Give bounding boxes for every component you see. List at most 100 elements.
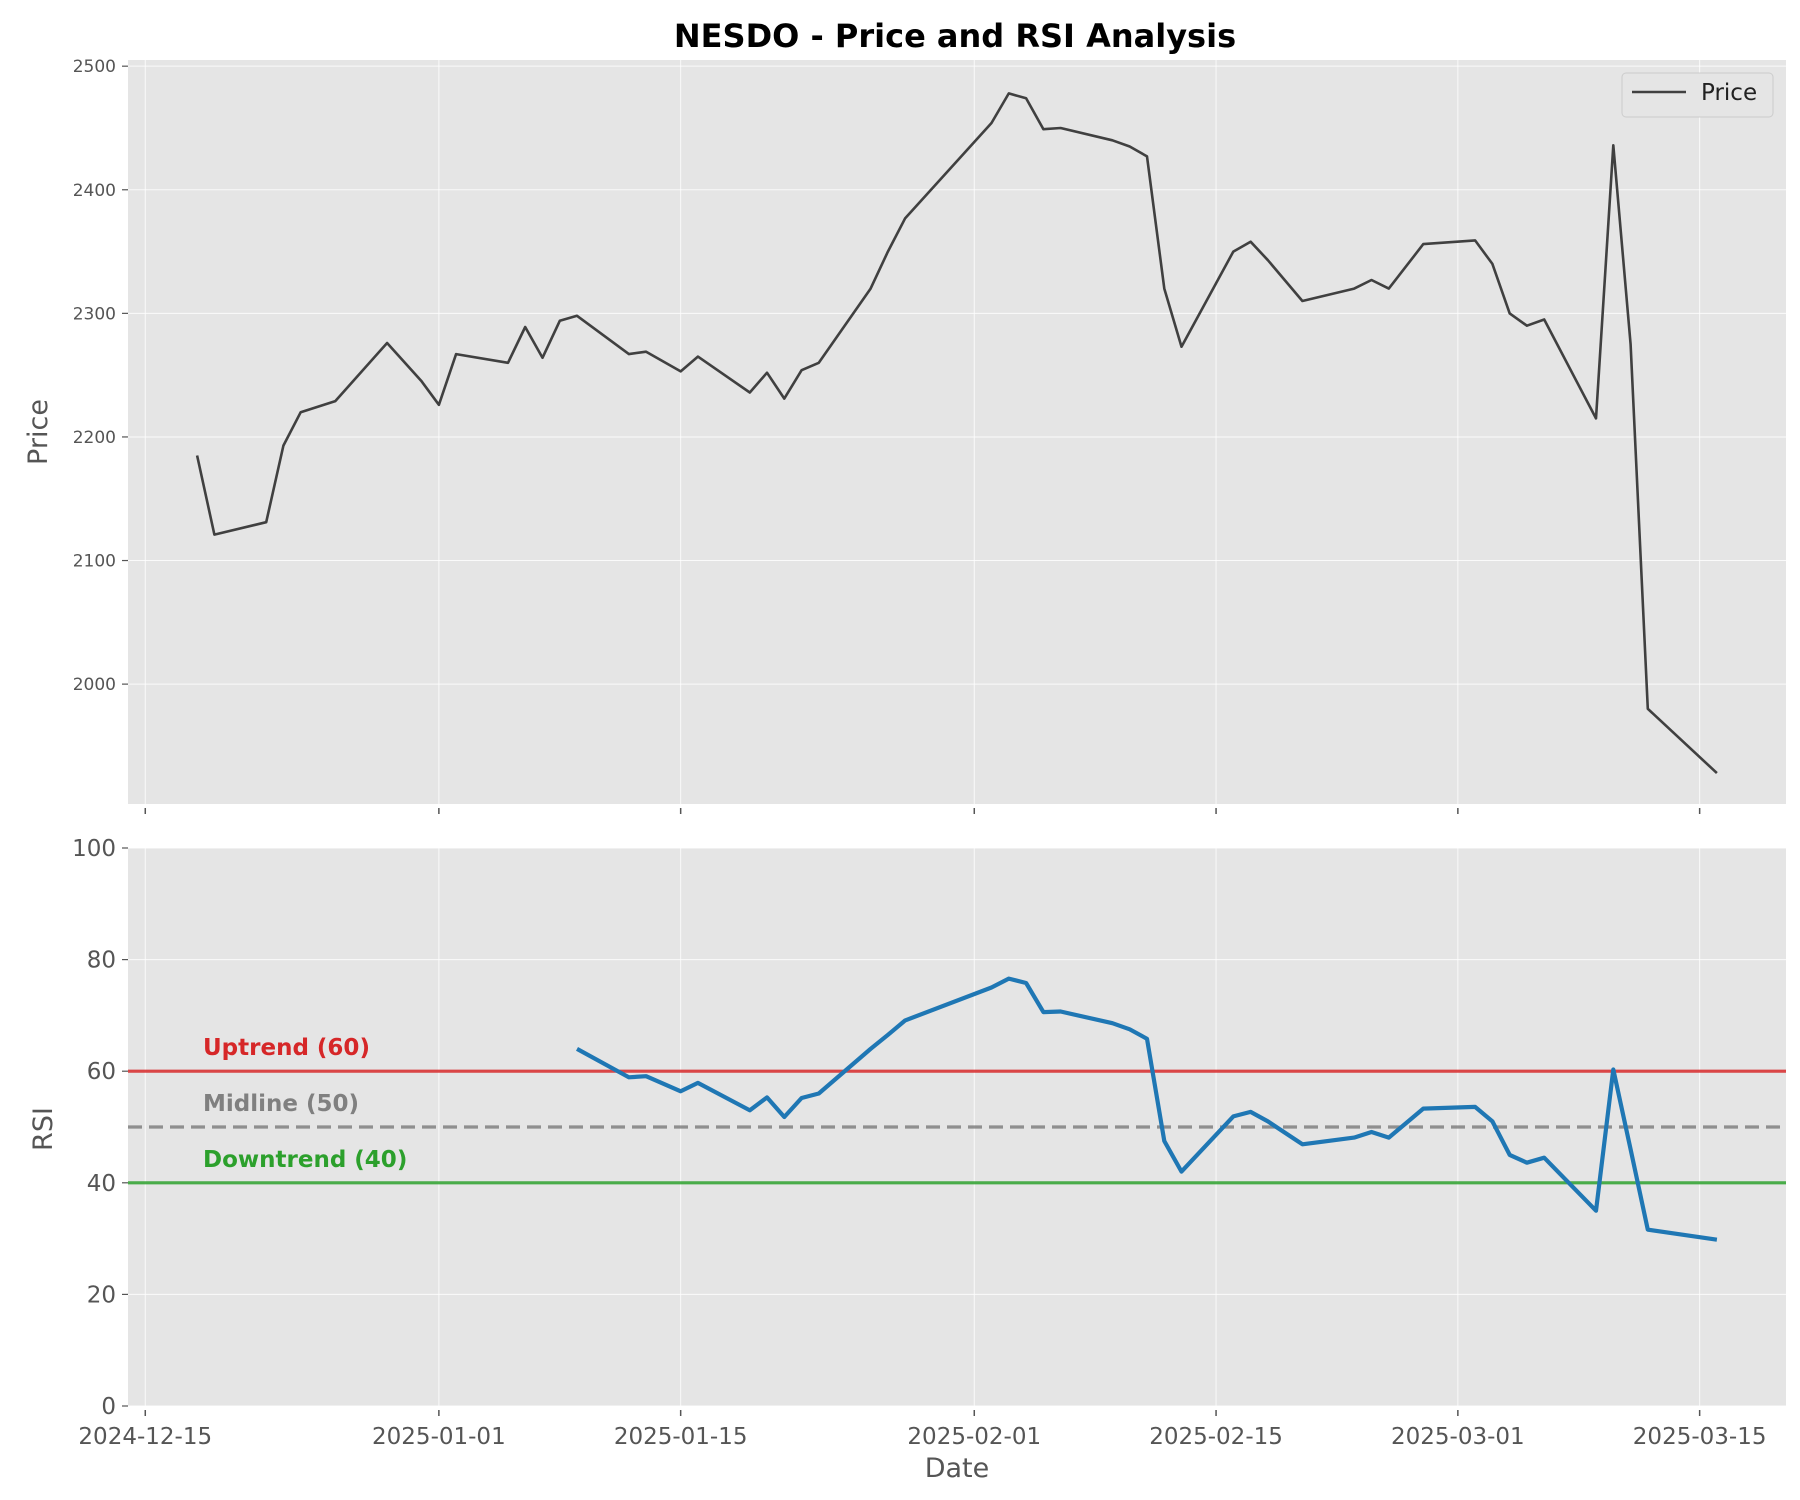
y-tick-label: 2100 [73, 552, 116, 572]
rsi-point [1423, 1108, 1424, 1109]
rsi-point [697, 1082, 698, 1083]
rsi-point [887, 1034, 888, 1035]
price-point [197, 455, 198, 456]
rsi-point [1388, 1137, 1389, 1138]
rsi-point [1060, 1011, 1061, 1012]
y-tick-label: 100 [72, 836, 116, 862]
rsi-point [1112, 1023, 1113, 1024]
rsi-point [1302, 1144, 1303, 1145]
x-tick-label: 2025-01-15 [614, 1424, 748, 1450]
y-tick-label: 2400 [73, 181, 116, 201]
legend-box [1621, 72, 1774, 118]
y-tick-label: 2500 [73, 57, 116, 77]
x-tick-label: 2025-02-01 [907, 1424, 1041, 1450]
price-point [1008, 93, 1009, 94]
rsi-line [575, 976, 1718, 1242]
y-tick-label: 40 [87, 1171, 116, 1197]
price-point [456, 354, 457, 355]
rsi-point [905, 1020, 906, 1021]
rsi-point [577, 1048, 578, 1049]
price-point [801, 370, 802, 371]
price-point [1250, 241, 1251, 242]
rsi-point [1164, 1140, 1165, 1141]
reference-line-label: Midline (50) [203, 1091, 359, 1117]
y-tick-label: 2200 [73, 428, 116, 448]
price-point [1630, 344, 1631, 345]
rsi-point [1716, 1239, 1717, 1240]
rsi-y-axis-label: RSI [28, 1107, 59, 1151]
rsi-reference-lines: Uptrend (60) Midline (50) Downtrend (40) [128, 1035, 1786, 1185]
rsi-point [1630, 1149, 1631, 1150]
rsi-point [1267, 1121, 1268, 1122]
rsi-point [1596, 1210, 1597, 1211]
price-x-ticks [144, 808, 1701, 814]
price-point [1043, 129, 1044, 130]
price-point [1526, 325, 1527, 326]
price-point [214, 534, 215, 535]
rsi-point [1181, 1171, 1182, 1172]
price-point [1647, 708, 1648, 709]
price-point [1146, 156, 1147, 157]
y-tick-label: 2300 [73, 304, 116, 324]
price-point [1026, 98, 1027, 99]
x-axis-label: Date [925, 1453, 990, 1484]
price-point [1388, 288, 1389, 289]
rsi-point [680, 1091, 681, 1092]
legend-price-label: Price [1701, 80, 1757, 106]
price-point [818, 362, 819, 363]
rsi-point [1509, 1154, 1510, 1155]
rsi-point [1371, 1132, 1372, 1133]
price-point [1181, 346, 1182, 347]
price-point [1492, 263, 1493, 264]
x-tick-label: 2025-01-01 [372, 1424, 506, 1450]
rsi-point [1475, 1106, 1476, 1107]
rsi-point [767, 1097, 768, 1098]
reference-line-label: Downtrend (40) [203, 1147, 407, 1173]
rsi-x-ticks: 2024-12-15 2025-01-01 2025-01-15 2025-02-01… [78, 1410, 1766, 1450]
price-point [335, 401, 336, 402]
rsi-series [575, 976, 1718, 1242]
rsi-point [1250, 1111, 1251, 1112]
price-point [887, 251, 888, 252]
y-tick-label: 2000 [73, 675, 116, 695]
y-tick-label: 0 [101, 1394, 116, 1420]
price-point [525, 326, 526, 327]
rsi-point [1008, 978, 1009, 979]
rsi-point [646, 1076, 647, 1077]
rsi-point [1233, 1116, 1234, 1117]
price-panel: 2000 2100 2200 2300 2400 2500 Price Price [23, 57, 1786, 814]
x-tick-label: 2025-03-01 [1391, 1424, 1525, 1450]
rsi-point [628, 1077, 629, 1078]
price-point [646, 351, 647, 352]
price-point [421, 381, 422, 382]
price-point [1302, 300, 1303, 301]
price-point [870, 288, 871, 289]
rsi-point [784, 1116, 785, 1117]
rsi-point [1544, 1157, 1545, 1158]
rsi-point [1492, 1121, 1493, 1122]
rsi-point [870, 1048, 871, 1049]
price-y-axis-label: Price [23, 399, 54, 465]
rsi-point [1354, 1137, 1355, 1138]
price-point [628, 354, 629, 355]
rsi-point [1526, 1162, 1527, 1163]
rsi-point [1647, 1229, 1648, 1230]
price-point [784, 398, 785, 399]
chart-title: NESDO - Price and RSI Analysis [674, 17, 1236, 55]
price-point [1233, 251, 1234, 252]
price-point [1423, 244, 1424, 245]
price-point [697, 356, 698, 357]
x-tick-label: 2025-02-15 [1149, 1424, 1283, 1450]
price-point [991, 123, 992, 124]
price-point [266, 522, 267, 523]
rsi-y-ticks: 0 20 40 60 80 100 [72, 836, 128, 1420]
price-point [905, 218, 906, 219]
price-point [1267, 260, 1268, 261]
rsi-point [1026, 983, 1027, 984]
price-line [195, 92, 1718, 775]
price-point [1475, 240, 1476, 241]
price-point [1716, 773, 1717, 774]
price-point [542, 357, 543, 358]
reference-line-label: Uptrend (60) [203, 1035, 370, 1061]
price-point [283, 445, 284, 446]
